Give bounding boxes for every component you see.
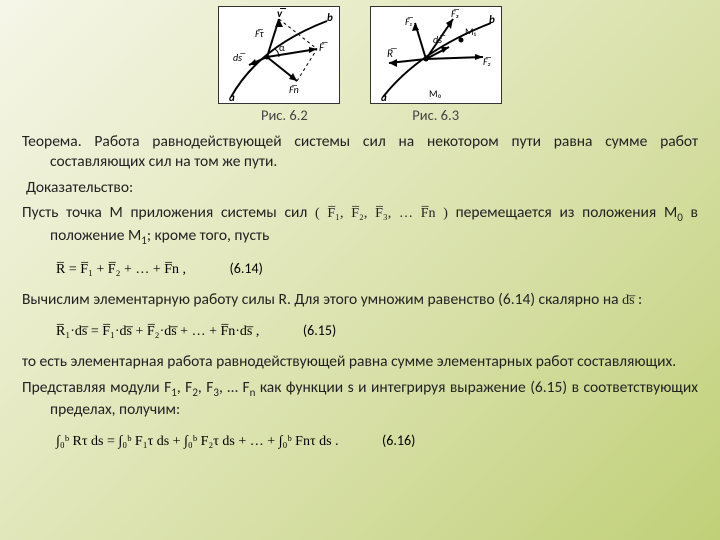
p4-a: Представляя модули F xyxy=(22,378,171,397)
fig63-a-label: a xyxy=(381,91,387,103)
eq615-body: R̅₁·ds̅ = F̅₁·ds̅ + F̅₂·ds̅ + … + F̅n·ds… xyxy=(56,324,259,339)
eq614-body: R̅ = F̅₁ + F̅₂ + … + F̅n , xyxy=(56,262,186,277)
paragraph-4: Представляя модули F1, F2, F3, … Fn как … xyxy=(22,378,698,420)
p1-forces: ( F̅₁, F̅₂, F̅₃, … F̅n ) xyxy=(315,206,448,221)
fig62-ds-label: ds̅ xyxy=(233,51,246,64)
fig62-v-label: v̅ xyxy=(277,7,286,20)
fig63-R-label: R̅ xyxy=(387,47,397,60)
p1-a: Пусть точка М приложения системы сил xyxy=(22,203,307,222)
p1-d: ; кроме того, пусть xyxy=(147,226,269,245)
fig63-ds-label: ds̅ xyxy=(433,33,446,46)
fig62-a-label: a xyxy=(229,91,235,103)
fig62-Fn-label: F̅n xyxy=(289,83,299,96)
fig62-Ft-label: F̅τ xyxy=(255,27,265,40)
p2-colon: : xyxy=(638,290,642,309)
fig63-F3-label: F̅₃ xyxy=(451,7,460,20)
theorem-text: Теорема. Работа равнодействующей системы… xyxy=(22,132,698,172)
fig63-b-label: b xyxy=(489,13,495,26)
slide: a b v̅ ds̅ F̅ F̅τ F̅n α xyxy=(0,0,720,466)
p2-a: Вычислим элементарную работу силы R. Для… xyxy=(22,290,619,309)
eq615-num: (6.15) xyxy=(303,322,336,339)
p1-b: перемещается из положения М xyxy=(456,203,678,222)
eq616-num: (6.16) xyxy=(382,432,415,449)
p4-d: , … F xyxy=(219,378,250,397)
figure-captions: Рис. 6.2 Рис. 6.3 xyxy=(22,106,698,124)
proof-label: Доказательство: xyxy=(26,178,698,198)
caption-6-3: Рис. 6.3 xyxy=(412,106,459,124)
paragraph-2: Вычислим элементарную работу силы R. Для… xyxy=(22,290,698,310)
equation-6-14: R̅ = F̅₁ + F̅₂ + … + F̅n , (6.14) xyxy=(50,258,269,280)
p2-ds: ds̅ xyxy=(622,293,634,308)
fig63-F2-label: F̅₂ xyxy=(483,55,492,68)
p4-c: , F xyxy=(198,378,213,397)
fig62-alpha-label: α xyxy=(279,41,285,54)
figure-6-2: a b v̅ ds̅ F̅ F̅τ F̅n α xyxy=(218,6,340,104)
figure-6-3: a b M₀ M₁ ds̅ R̅ F̅₁ F̅₂ F̅₃ xyxy=(370,6,502,104)
fig62-F-label: F̅ xyxy=(319,41,328,54)
fig63-M0-label: M₀ xyxy=(429,87,442,100)
equation-6-16: ∫₀ᵇ Rτ ds = ∫₀ᵇ F₁τ ds + ∫₀ᵇ F₂τ ds + … … xyxy=(50,430,421,452)
fig63-F1-label: F̅₁ xyxy=(405,15,414,28)
p4-b: , F xyxy=(177,378,192,397)
caption-6-2: Рис. 6.2 xyxy=(261,106,308,124)
eq616-body: ∫₀ᵇ Rτ ds = ∫₀ᵇ F₁τ ds + ∫₀ᵇ F₂τ ds + … … xyxy=(56,434,339,449)
paragraph-3: то есть элементарная работа равнодейству… xyxy=(22,352,698,372)
eq614-num: (6.14) xyxy=(230,260,263,277)
fig62-b-label: b xyxy=(327,11,333,24)
fig63-M1-label: M₁ xyxy=(465,25,477,38)
figures-row: a b v̅ ds̅ F̅ F̅τ F̅n α xyxy=(22,6,698,104)
paragraph-1: Пусть точка М приложения системы сил ( F… xyxy=(22,203,698,247)
equation-6-15: R̅₁·ds̅ = F̅₁·ds̅ + F̅₂·ds̅ + … + F̅n·ds… xyxy=(50,320,342,342)
